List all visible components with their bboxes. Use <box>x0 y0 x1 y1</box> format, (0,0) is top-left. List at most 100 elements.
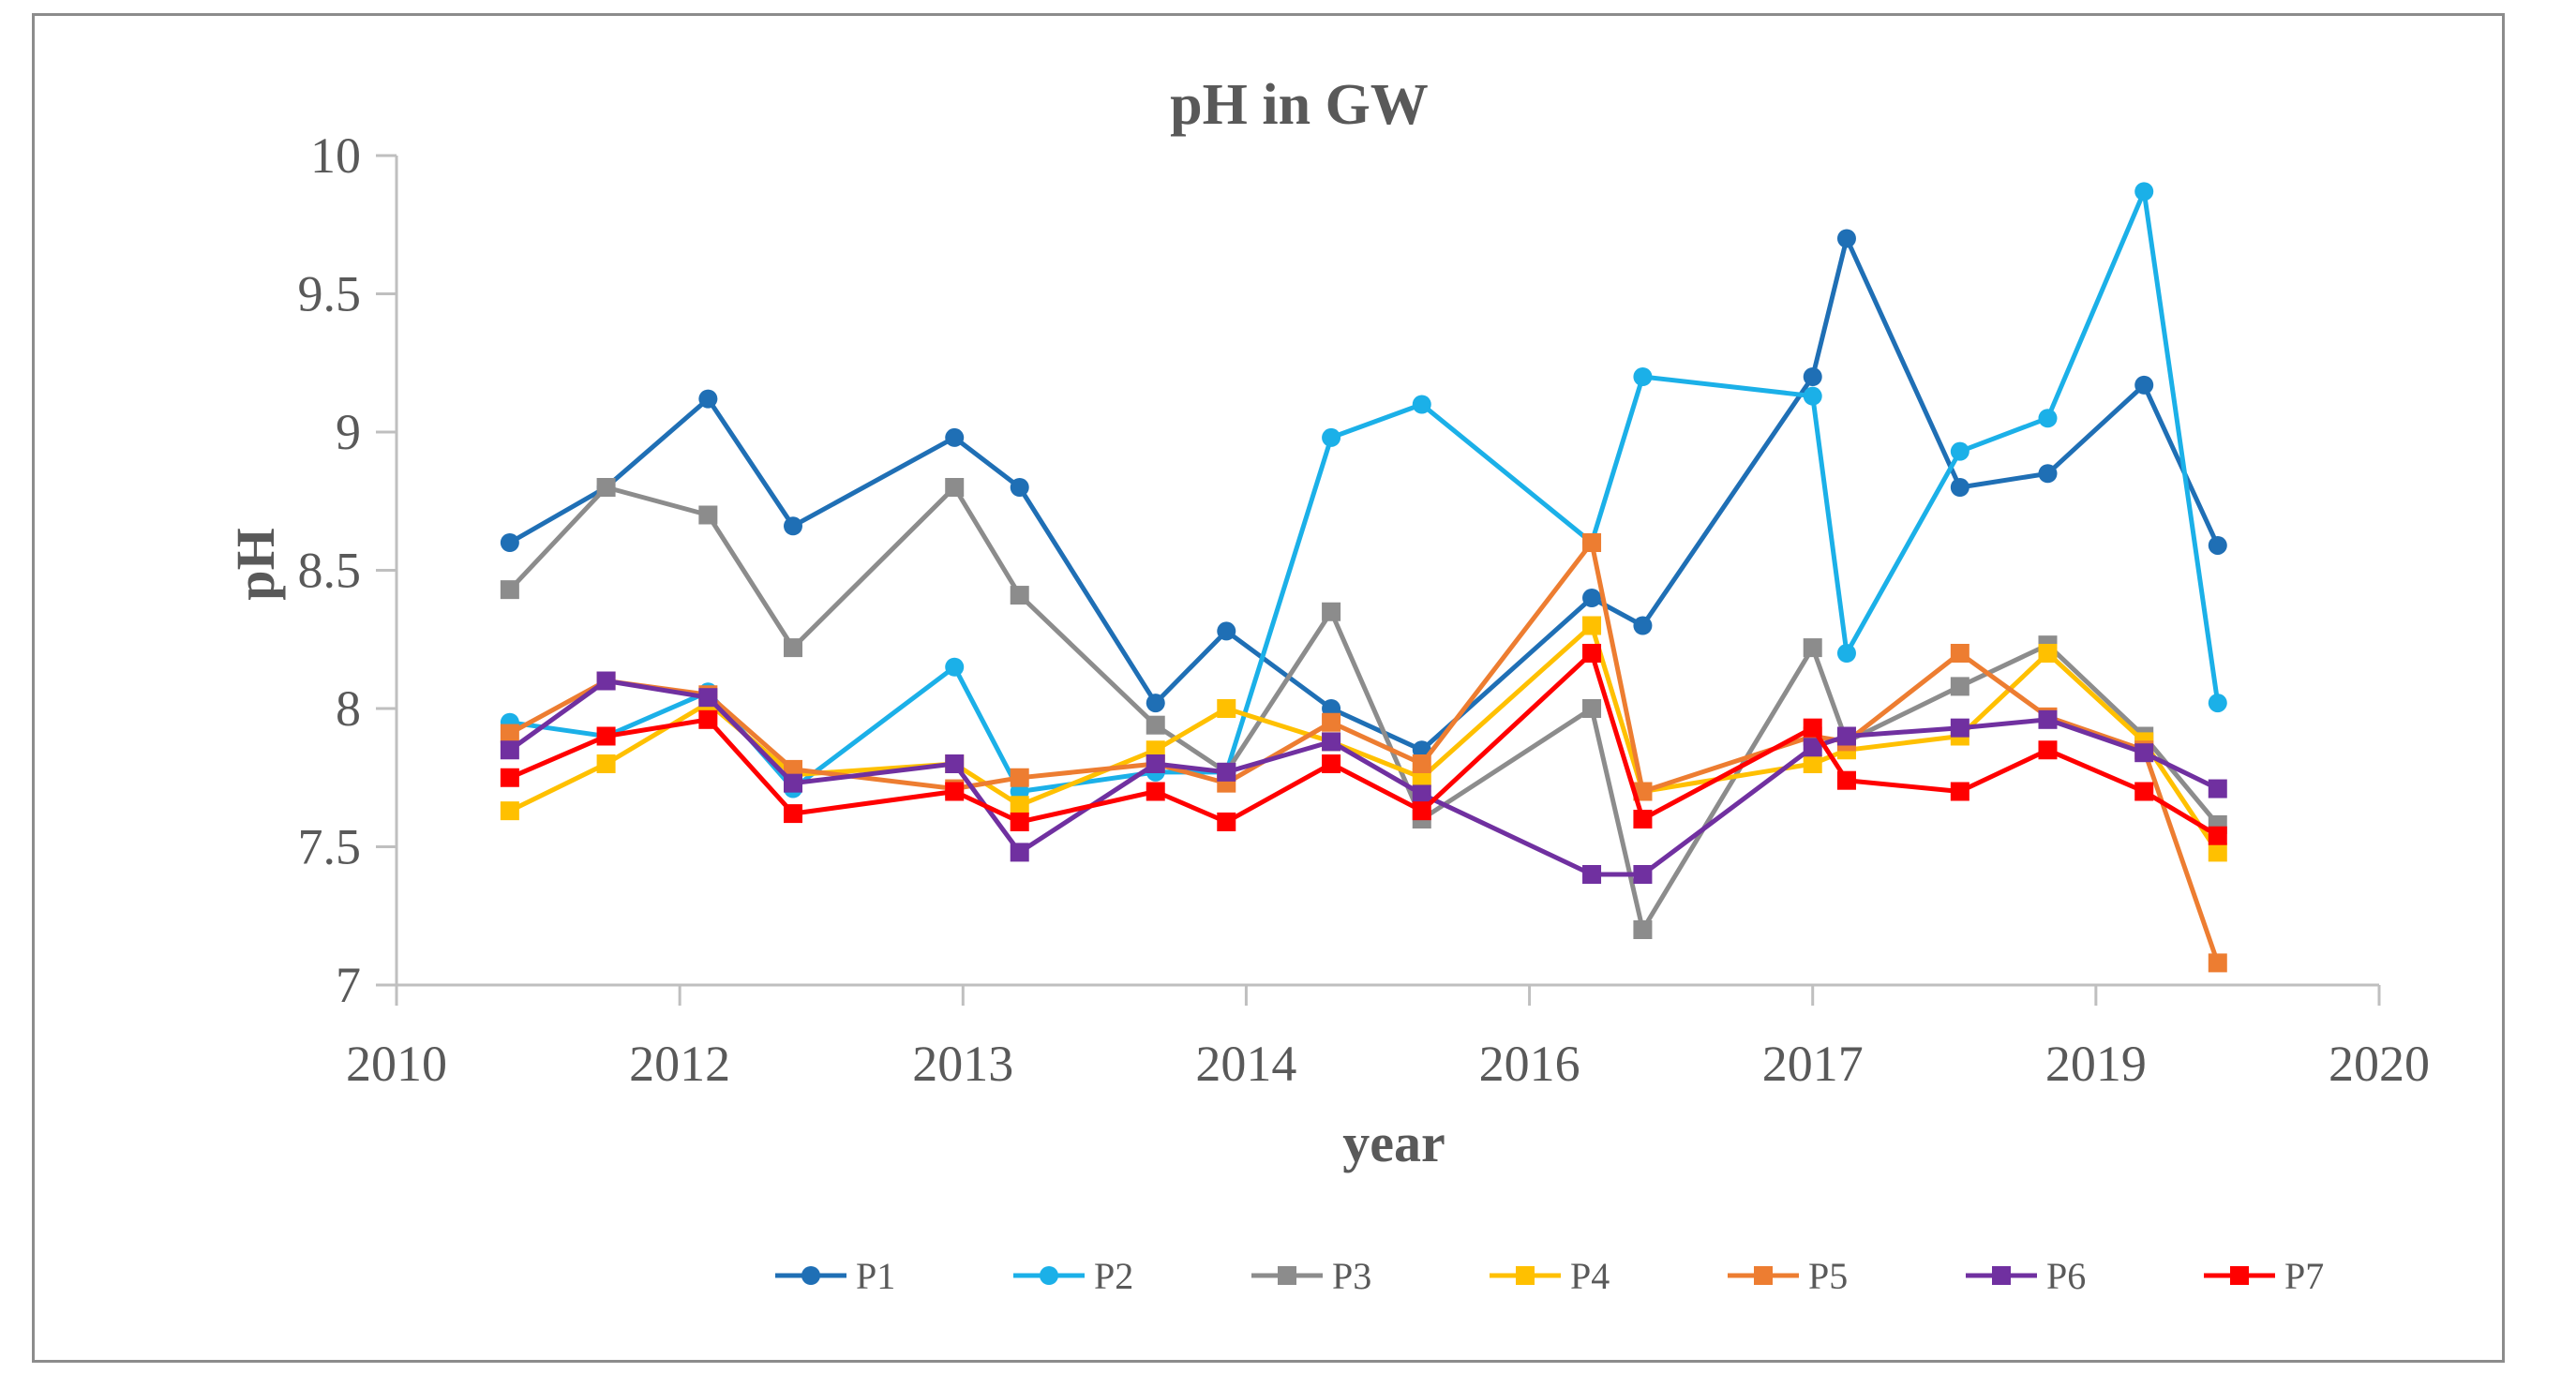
data-point <box>500 724 519 743</box>
data-point <box>1950 478 1969 497</box>
data-point <box>1010 796 1029 815</box>
data-point <box>596 671 616 691</box>
data-point <box>1803 367 1822 386</box>
data-point <box>1633 865 1653 884</box>
data-point <box>2038 709 2058 729</box>
x-tick-label: 2012 <box>629 1036 730 1092</box>
legend-marker <box>1754 1266 1773 1285</box>
data-point <box>2038 464 2058 484</box>
data-point <box>1146 694 1165 713</box>
data-point <box>1322 427 1341 447</box>
legend-item-p1: P1 <box>775 1255 895 1297</box>
legend-label: P3 <box>1332 1255 1371 1297</box>
data-point <box>1633 810 1653 828</box>
data-point <box>1633 367 1653 386</box>
series-line-p3 <box>508 485 2220 933</box>
data-point <box>1010 478 1029 497</box>
data-point <box>1836 726 1856 746</box>
legend-marker <box>2230 1266 2249 1285</box>
series-p6 <box>500 671 2227 884</box>
data-point <box>698 389 718 409</box>
data-point <box>1582 533 1602 552</box>
x-tick-label: 2013 <box>912 1036 1013 1092</box>
series-line-p6 <box>508 679 2219 877</box>
data-point <box>1803 386 1822 406</box>
data-point <box>1146 782 1165 801</box>
legend-label: P1 <box>856 1255 895 1297</box>
data-point <box>945 427 965 447</box>
data-point <box>1010 843 1029 862</box>
legend-marker <box>1992 1266 2011 1285</box>
data-point <box>1322 732 1341 752</box>
legend: P1 P2 P3 P4 P5 P6 P7 <box>775 1255 2324 1297</box>
data-point <box>2038 644 2058 663</box>
legend-item-p6: P6 <box>1966 1255 2086 1297</box>
data-point <box>1950 718 1969 738</box>
data-point <box>1950 441 1969 461</box>
series-p1 <box>500 229 2227 760</box>
data-point <box>945 782 965 801</box>
data-point <box>1582 699 1602 718</box>
legend-label: P4 <box>1570 1255 1610 1297</box>
data-point <box>945 657 965 677</box>
data-point <box>1322 754 1341 773</box>
data-point <box>1633 616 1653 635</box>
legend-item-p3: P3 <box>1251 1255 1371 1297</box>
data-point <box>784 773 802 793</box>
data-point <box>945 478 965 497</box>
x-axis-label: year <box>1342 1112 1445 1173</box>
data-point <box>1803 638 1822 658</box>
data-point <box>1836 770 1856 790</box>
data-point <box>1322 712 1341 732</box>
data-point <box>1217 699 1236 718</box>
data-point <box>596 478 616 497</box>
data-point <box>2134 375 2154 395</box>
y-tick-label: 9.5 <box>298 266 362 322</box>
legend-item-p5: P5 <box>1728 1255 1848 1297</box>
data-point <box>1950 782 1969 801</box>
series-line-p2 <box>509 188 2221 794</box>
data-point <box>1633 920 1653 939</box>
legend-item-p2: P2 <box>1013 1255 1133 1297</box>
data-point <box>1217 812 1236 831</box>
data-point <box>698 709 718 729</box>
data-point <box>2038 409 2058 428</box>
data-point <box>1836 644 1856 663</box>
legend-label: P6 <box>2046 1255 2086 1297</box>
chart-title: pH in GW <box>1170 73 1429 137</box>
legend-label: P2 <box>1094 1255 1133 1297</box>
x-tick-label: 2019 <box>2045 1036 2147 1092</box>
data-point <box>596 754 616 773</box>
y-tick-label: 9 <box>336 404 361 460</box>
series-line-p7 <box>508 650 2220 838</box>
data-point <box>1803 718 1822 738</box>
series-line-p1 <box>508 236 2221 753</box>
line-chart: pH in GW year pH 7 7.5 8 8.5 9 9.5 10 2010 2012 2… <box>225 73 2430 1297</box>
y-tick-label: 8 <box>336 680 361 737</box>
chart-frame: pH in GW year pH 7 7.5 8 8.5 9 9.5 10 2010 2012 2… <box>32 13 2505 1363</box>
data-point <box>2208 843 2227 862</box>
data-point <box>1010 586 1029 605</box>
data-point <box>500 533 519 552</box>
data-point <box>784 638 802 658</box>
data-point <box>500 580 519 600</box>
data-point <box>698 688 718 708</box>
data-point <box>2208 535 2227 555</box>
data-point <box>1950 677 1969 696</box>
data-point <box>596 726 616 746</box>
y-tick-label: 8.5 <box>298 543 362 599</box>
data-point <box>1582 616 1602 635</box>
data-point <box>1803 754 1822 773</box>
x-tick-label: 2010 <box>346 1036 447 1092</box>
data-point <box>1412 801 1431 821</box>
data-point <box>1010 812 1029 831</box>
legend-marker <box>1040 1266 1058 1285</box>
data-point <box>1582 865 1602 884</box>
data-point <box>2038 740 2058 760</box>
data-point <box>500 740 519 760</box>
data-point <box>1217 762 1236 782</box>
legend-marker <box>801 1266 820 1285</box>
data-point <box>500 801 519 821</box>
data-point <box>1322 602 1341 621</box>
data-point <box>1146 715 1165 735</box>
